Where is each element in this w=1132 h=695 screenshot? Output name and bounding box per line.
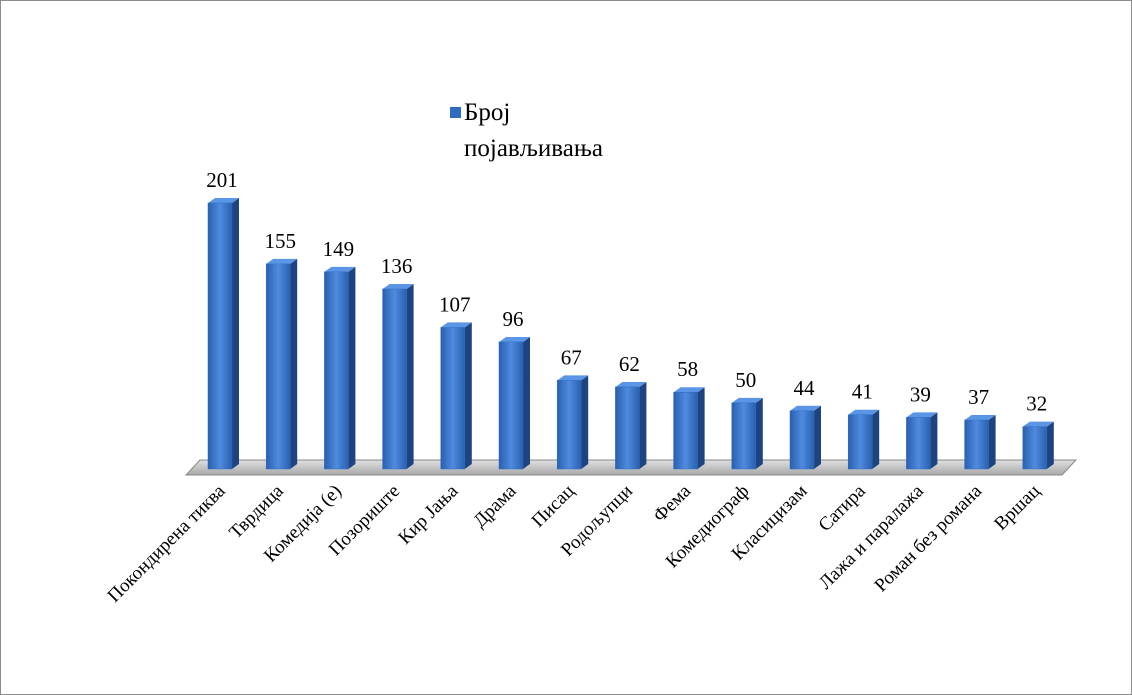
bar-side bbox=[639, 381, 647, 469]
data-label: 136 bbox=[381, 254, 413, 278]
bar-side bbox=[697, 387, 705, 469]
bar-side bbox=[930, 412, 938, 469]
x-tick-label: Вршац bbox=[990, 481, 1044, 535]
bar bbox=[964, 419, 989, 470]
bar-side bbox=[232, 198, 239, 469]
data-label: 62 bbox=[619, 352, 640, 376]
bar-top bbox=[266, 258, 298, 264]
data-label: 107 bbox=[439, 292, 471, 316]
bar-top bbox=[673, 387, 705, 393]
x-tick-label: Кир Јања bbox=[394, 480, 462, 548]
bar bbox=[731, 402, 757, 470]
bar-top bbox=[499, 336, 530, 342]
bar-side bbox=[988, 415, 996, 469]
x-tick-label: Драма bbox=[469, 480, 520, 531]
x-tick-label: Фема bbox=[649, 480, 695, 526]
data-label: 50 bbox=[735, 368, 756, 392]
bar-side bbox=[581, 375, 589, 469]
bar-top bbox=[790, 405, 821, 411]
bar-top bbox=[906, 412, 938, 418]
bar-side bbox=[290, 258, 298, 469]
bar bbox=[382, 288, 407, 470]
bar-top bbox=[557, 375, 589, 381]
bar-top bbox=[615, 381, 647, 387]
bar bbox=[265, 263, 291, 470]
bar bbox=[1022, 426, 1048, 470]
data-label: 96 bbox=[503, 307, 524, 331]
bar-top bbox=[964, 415, 996, 421]
bar bbox=[673, 391, 698, 470]
bar-top bbox=[1022, 421, 1054, 427]
bar-side bbox=[523, 336, 530, 469]
data-label: 149 bbox=[323, 237, 355, 261]
bar-side bbox=[814, 405, 821, 469]
bar bbox=[207, 202, 233, 470]
bar-side bbox=[406, 284, 414, 469]
x-tick-label: Писац bbox=[528, 481, 579, 532]
bar-top bbox=[731, 397, 763, 403]
legend: Број појављивања bbox=[450, 95, 650, 167]
bar bbox=[440, 327, 466, 470]
data-label: 32 bbox=[1026, 392, 1047, 416]
x-tick-label: Сатира bbox=[815, 480, 871, 536]
bar bbox=[906, 417, 931, 470]
data-label: 44 bbox=[794, 376, 816, 400]
data-label: 37 bbox=[968, 385, 989, 409]
x-tick-label: Покондирена тиква bbox=[104, 480, 230, 606]
bar bbox=[615, 386, 640, 470]
legend-swatch bbox=[450, 107, 461, 118]
data-label: 41 bbox=[852, 380, 873, 404]
bar-top bbox=[382, 284, 414, 290]
bar bbox=[556, 380, 582, 470]
bar bbox=[324, 271, 349, 470]
bar-side bbox=[1046, 421, 1054, 469]
bar-side bbox=[872, 409, 880, 469]
data-label: 201 bbox=[206, 168, 238, 192]
bar-top bbox=[848, 409, 880, 415]
legend-label: Број појављивања bbox=[464, 99, 604, 162]
x-tick-label: Лажа и паралажа bbox=[815, 480, 928, 593]
bar bbox=[789, 410, 815, 470]
x-tick-label: Роман без романа bbox=[871, 480, 987, 596]
bar-side bbox=[464, 322, 472, 469]
bar-side bbox=[755, 397, 763, 469]
bar-top bbox=[208, 198, 239, 203]
bar bbox=[847, 414, 873, 470]
data-label: 39 bbox=[910, 382, 931, 406]
data-label: 58 bbox=[677, 357, 698, 381]
data-label: 67 bbox=[561, 345, 582, 369]
bar bbox=[498, 341, 524, 470]
bar-top bbox=[324, 266, 356, 272]
bar-top bbox=[440, 322, 472, 328]
data-label: 155 bbox=[264, 229, 296, 253]
bar-side bbox=[348, 266, 356, 469]
